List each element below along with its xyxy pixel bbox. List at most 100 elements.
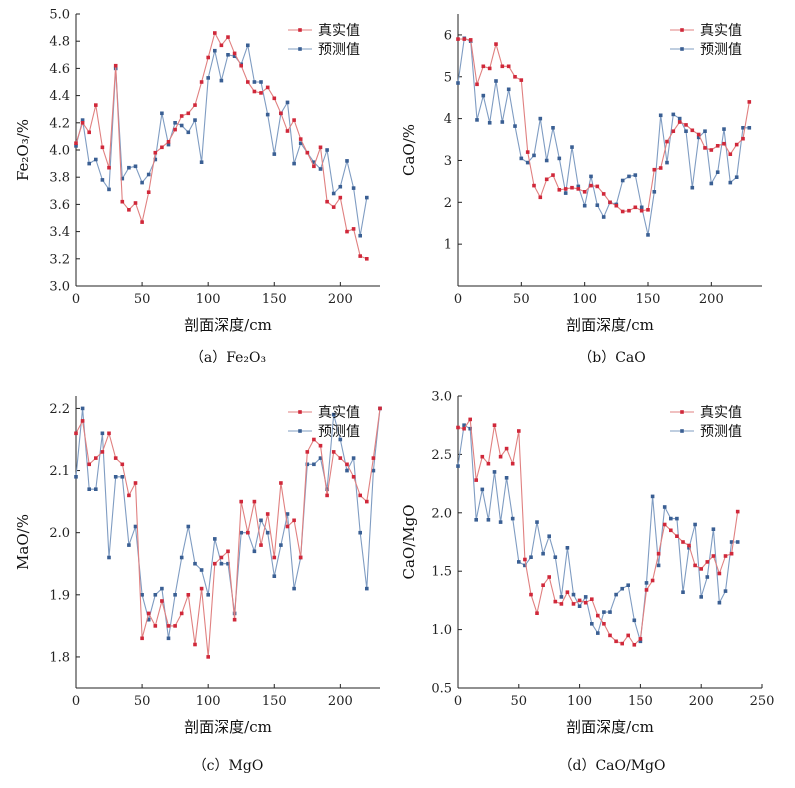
data-point-actual [358, 254, 362, 258]
x-tick-label: 50 [134, 694, 151, 709]
data-point-actual [620, 209, 625, 214]
data-point-predicted [498, 520, 503, 524]
legend-label-actual: 真实值 [318, 405, 360, 421]
data-point-predicted [582, 203, 587, 208]
data-point-predicted [239, 530, 243, 535]
data-point-actual [338, 195, 343, 200]
data-point-predicted [213, 537, 217, 541]
data-point-actual [113, 456, 118, 460]
data-point-actual [547, 575, 551, 579]
data-point-actual [193, 642, 197, 647]
data-point-predicted [107, 555, 111, 560]
data-point-actual [529, 592, 533, 597]
data-point-actual [153, 624, 158, 628]
data-point-actual [601, 192, 606, 196]
data-point-predicted [325, 487, 329, 491]
y-tick-label: 1.9 [49, 588, 70, 603]
y-tick-label: 3.0 [49, 280, 70, 295]
data-point-predicted [365, 195, 369, 200]
legend-marker-actual [680, 28, 684, 32]
x-tick-label: 150 [628, 694, 653, 709]
panel-caption: （a）Fe₂O₃ [190, 350, 266, 366]
data-point-predicted [559, 595, 564, 599]
data-point-predicted [705, 575, 710, 579]
data-point-predicted [252, 80, 257, 84]
data-point-actual [474, 478, 478, 482]
legend-marker-actual [298, 410, 302, 414]
data-point-actual [705, 560, 710, 564]
data-point-predicted [541, 551, 545, 556]
data-point-actual [595, 184, 600, 189]
data-point-predicted [232, 54, 237, 58]
y-tick-label: 1 [444, 238, 452, 253]
data-point-predicted [80, 406, 85, 411]
data-point-actual [305, 150, 310, 155]
panel-caption: （b）CaO [578, 350, 646, 366]
data-point-actual [213, 561, 217, 566]
data-point-predicted [576, 184, 581, 189]
y-tick-label: 3.2 [49, 252, 70, 267]
data-point-predicted [179, 555, 184, 560]
legend-marker-actual [298, 28, 302, 32]
data-point-actual [279, 111, 283, 116]
data-point-actual [140, 220, 144, 224]
data-point-predicted [632, 618, 637, 623]
x-tick-label: 0 [72, 694, 80, 709]
data-point-predicted [728, 180, 733, 185]
data-point-actual [614, 639, 618, 644]
legend-marker-predicted [298, 47, 302, 51]
data-point-actual [246, 530, 250, 535]
data-point-actual [498, 454, 503, 459]
data-point-actual [252, 499, 257, 504]
data-point-actual [305, 450, 310, 454]
data-point-actual [246, 80, 250, 84]
data-point-predicted [650, 494, 655, 499]
data-point-predicted [74, 475, 78, 479]
y-axis-title: CaO/% [400, 124, 418, 176]
data-point-predicted [312, 160, 316, 164]
data-point-actual [113, 63, 118, 68]
data-point-predicted [570, 145, 574, 149]
series-line-actual [75, 408, 381, 657]
data-point-predicted [571, 592, 576, 597]
data-point-predicted [551, 126, 555, 130]
legend-label-actual: 真实值 [700, 405, 742, 421]
data-point-actual [723, 554, 728, 558]
y-tick-label: 4 [444, 112, 452, 127]
data-point-predicted [456, 81, 460, 85]
data-point-actual [358, 493, 362, 498]
data-point-predicted [146, 617, 151, 622]
data-point-actual [239, 499, 243, 504]
y-tick-label: 2.5 [431, 448, 452, 463]
data-point-actual [325, 199, 329, 204]
data-point-predicted [601, 215, 606, 219]
data-point-predicted [226, 53, 230, 57]
data-point-predicted [722, 127, 726, 131]
data-point-actual [365, 499, 369, 504]
data-point-actual [652, 167, 657, 172]
x-tick-label: 0 [454, 694, 462, 709]
data-point-predicted [638, 639, 643, 644]
data-point-predicted [87, 161, 91, 166]
data-point-actual [345, 229, 349, 234]
data-point-actual [627, 208, 631, 213]
data-point-actual [173, 624, 177, 628]
x-tick-label: 0 [454, 292, 462, 307]
data-point-predicted [687, 546, 691, 550]
data-point-actual [684, 123, 688, 127]
data-point-actual [127, 493, 131, 498]
x-tick-label: 0 [72, 292, 80, 307]
data-point-actual [582, 190, 587, 194]
data-point-predicted [173, 593, 177, 597]
data-point-actual [639, 208, 644, 213]
data-point-predicted [292, 161, 296, 166]
data-point-actual [285, 129, 290, 133]
x-tick-label: 150 [262, 694, 287, 709]
data-point-predicted [711, 527, 716, 531]
data-point-predicted [517, 560, 521, 564]
data-point-predicted [652, 190, 657, 194]
data-point-predicted [557, 156, 562, 161]
data-point-predicted [590, 622, 594, 626]
data-point-predicted [696, 135, 701, 140]
